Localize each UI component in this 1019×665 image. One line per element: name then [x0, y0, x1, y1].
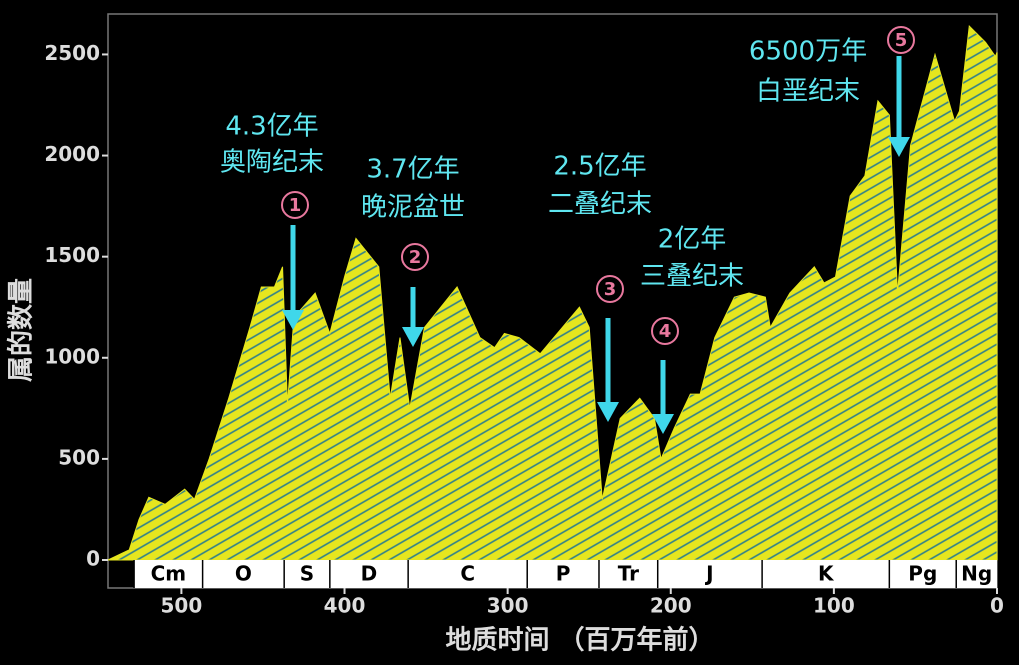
x-tick-label: 400 [324, 594, 366, 618]
event-marker [596, 275, 624, 303]
event-label: 4.3亿年 [225, 112, 318, 142]
y-tick-label: 2000 [44, 142, 100, 166]
period-label: S [300, 562, 314, 586]
period-label: D [361, 562, 378, 586]
x-tick-label: 200 [650, 594, 692, 618]
event-label: 3.7亿年 [366, 155, 459, 185]
area [107, 25, 998, 561]
event-arrowhead [597, 402, 619, 422]
event-label: 2.5亿年 [553, 152, 646, 182]
event-number: 3 [604, 279, 617, 300]
event-label: 2亿年 [658, 225, 727, 255]
period-label: Pg [908, 562, 937, 586]
period-label: C [460, 562, 475, 586]
event-arrowhead [888, 137, 910, 157]
y-tick-label: 1500 [44, 243, 100, 267]
x-tick-label: 300 [487, 594, 529, 618]
event-arrowhead [652, 414, 674, 434]
event-number: 4 [659, 321, 672, 342]
period-strip [134, 560, 998, 588]
event-label: 6500万年 [749, 37, 867, 67]
period-label: P [556, 562, 571, 586]
event-number: 5 [895, 30, 908, 51]
x-tick-label: 500 [161, 594, 203, 618]
event-label: 奥陶纪末 [220, 148, 324, 178]
y-tick-label: 1000 [44, 344, 100, 368]
period-label: O [235, 562, 252, 586]
event-label: 晚泥盆世 [361, 193, 465, 223]
event-label: 三叠纪末 [640, 262, 744, 292]
event-label: 二叠纪末 [548, 190, 652, 220]
y-tick-label: 0 [86, 547, 100, 571]
event-number: 1 [289, 195, 302, 216]
event-label: 白垩纪末 [756, 77, 860, 107]
event-marker [401, 243, 429, 271]
event-marker [651, 317, 679, 345]
y-tick-label: 2500 [44, 41, 100, 65]
period-label: J [704, 562, 713, 586]
y-axis-label: 属的数量 [6, 278, 37, 382]
period-label: Cm [151, 562, 187, 586]
y-tick-label: 500 [58, 445, 100, 469]
x-tick-label: 100 [813, 594, 855, 618]
period-label: K [818, 562, 835, 586]
event-arrowhead [402, 327, 424, 347]
period-label: Ng [961, 562, 992, 586]
event-arrowhead [282, 310, 304, 330]
event-marker [281, 191, 309, 219]
event-number: 2 [409, 247, 422, 268]
x-tick-label: 0 [990, 594, 1004, 618]
period-label: Tr [618, 562, 639, 586]
x-axis-label: 地质时间 （百万年前） [445, 625, 714, 656]
event-marker [887, 26, 915, 54]
